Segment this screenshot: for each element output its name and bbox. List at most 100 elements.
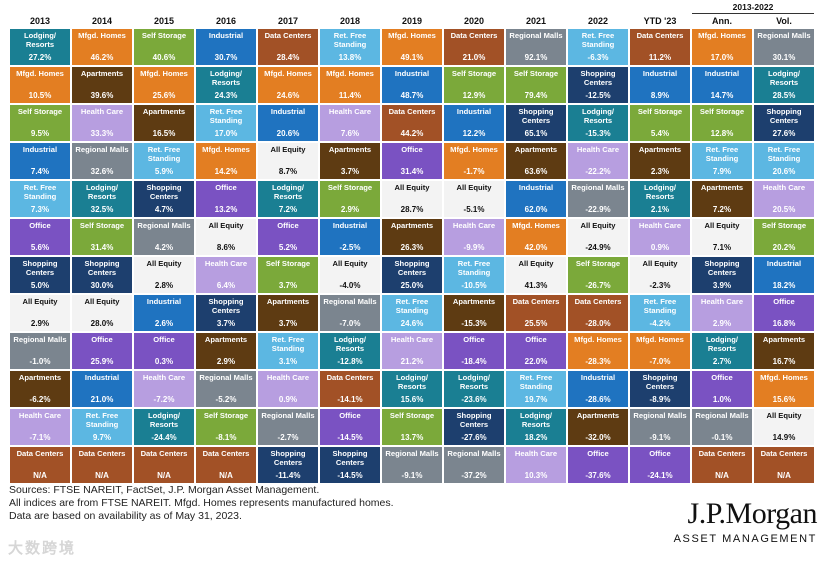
cell-sector-name: Ret. Free Standing — [147, 145, 181, 163]
cell-sector-name: Industrial — [146, 297, 182, 306]
table-cell: Data Centers 11.2% — [630, 29, 690, 65]
cell-sector-name: All Equity — [146, 259, 182, 268]
cell-return-value: 7.2% — [278, 205, 298, 214]
table-cell: All Equity 8.7% — [258, 143, 318, 179]
footer-notes: Sources: FTSE NAREIT, FactSet, J.P. Morg… — [9, 484, 394, 523]
cell-sector-name: Apartments — [390, 221, 434, 230]
table-cell: All Equity 28.0% — [72, 295, 132, 331]
cell-sector-name: Health Care — [80, 107, 124, 116]
cell-sector-name: Data Centers — [450, 31, 498, 40]
cell-return-value: 3.9% — [712, 281, 732, 290]
cell-sector-name: Industrial — [332, 221, 368, 230]
group-header-rule — [692, 13, 814, 14]
cell-sector-name: Industrial — [84, 373, 120, 382]
cell-sector-name: Mfgd. Homes — [140, 69, 188, 78]
column-header: 2013 — [29, 16, 51, 26]
table-cell: Lodging/ Resorts 15.6% — [382, 371, 442, 407]
cell-return-value: 19.7% — [524, 395, 548, 404]
table-cell: All Equity 14.9% — [754, 409, 814, 445]
table-cell: Health Care 21.2% — [382, 333, 442, 369]
cell-return-value: 2.6% — [154, 319, 174, 328]
cell-return-value: -7.2% — [153, 395, 175, 404]
table-cell: Mfgd. Homes -7.0% — [630, 333, 690, 369]
cell-return-value: -4.0% — [339, 281, 361, 290]
cell-return-value: 27.2% — [28, 53, 52, 62]
cell-sector-name: Health Care — [576, 145, 620, 154]
cell-return-value: 44.2% — [400, 129, 424, 138]
table-cell: All Equity 2.8% — [134, 257, 194, 293]
table-cell: Data Centers -14.1% — [320, 371, 380, 407]
cell-sector-name: Ret. Free Standing — [209, 107, 243, 125]
table-cell: Lodging/ Resorts 28.5% — [754, 67, 814, 103]
cell-return-value: 63.6% — [524, 167, 548, 176]
table-cell: Shopping Centers -8.9% — [630, 371, 690, 407]
table-cell: Apartments 2.3% — [630, 143, 690, 179]
cell-sector-name: Mfgd. Homes — [326, 69, 374, 78]
cell-sector-name: Regional Malls — [199, 373, 253, 382]
cell-return-value: 8.6% — [216, 243, 236, 252]
watermark: 大数跨境 — [8, 540, 77, 557]
table-cell: Apartments 26.3% — [382, 219, 442, 255]
table-cell: Shopping Centers 27.6% — [754, 105, 814, 141]
cell-return-value: 12.2% — [462, 129, 486, 138]
table-cell: Ret. Free Standing 17.0% — [196, 105, 256, 141]
cell-sector-name: Apartments — [204, 335, 248, 344]
cell-sector-name: Office — [153, 335, 175, 344]
column-header: Ann. — [712, 16, 732, 26]
table-cell: Health Care 7.6% — [320, 105, 380, 141]
table-cell: All Equity -24.9% — [568, 219, 628, 255]
cell-return-value: 12.9% — [462, 91, 486, 100]
cell-sector-name: Regional Malls — [633, 411, 687, 420]
cell-return-value: 14.2% — [214, 167, 238, 176]
table-cell: Self Storage -26.7% — [568, 257, 628, 293]
cell-return-value: -2.3% — [649, 281, 671, 290]
cell-return-value: 32.5% — [90, 205, 114, 214]
cell-return-value: -2.7% — [277, 433, 299, 442]
table-cell: Industrial -28.6% — [568, 371, 628, 407]
cell-sector-name: Apartments — [266, 297, 310, 306]
table-cell: Regional Malls -22.9% — [568, 181, 628, 217]
cell-sector-name: Apartments — [142, 107, 186, 116]
cell-sector-name: Industrial — [642, 69, 678, 78]
table-cell: Office -14.5% — [320, 409, 380, 445]
cell-return-value: 2.9% — [340, 205, 360, 214]
cell-sector-name: All Equity — [22, 297, 58, 306]
cell-return-value: 25.5% — [524, 319, 548, 328]
cell-sector-name: Office — [29, 221, 51, 230]
table-cell: Health Care 33.3% — [72, 105, 132, 141]
cell-sector-name: Mfgd. Homes — [698, 31, 746, 40]
cell-sector-name: Apartments — [762, 335, 806, 344]
table-cell: Lodging/ Resorts -24.4% — [134, 409, 194, 445]
cell-return-value: N/A — [157, 471, 171, 480]
table-cell: Regional Malls -0.1% — [692, 409, 752, 445]
table-cell: Mfgd. Homes 14.2% — [196, 143, 256, 179]
table-cell: Mfgd. Homes 24.6% — [258, 67, 318, 103]
cell-sector-name: Regional Malls — [757, 31, 811, 40]
table-cell: Self Storage -8.1% — [196, 409, 256, 445]
cell-sector-name: All Equity — [766, 411, 802, 420]
cell-sector-name: Shopping Centers — [394, 259, 430, 277]
table-cell: Industrial 48.7% — [382, 67, 442, 103]
footer-indices-note: All indices are from FTSE NAREIT. Mfgd. … — [9, 497, 394, 509]
cell-sector-name: Apartments — [452, 297, 496, 306]
cell-return-value: 2.3% — [650, 167, 670, 176]
table-cell: Shopping Centers -11.4% — [258, 447, 318, 483]
table-cell: Self Storage 5.4% — [630, 105, 690, 141]
cell-sector-name: Shopping Centers — [580, 69, 616, 87]
table-cell: All Equity 8.6% — [196, 219, 256, 255]
cell-sector-name: Ret. Free Standing — [767, 145, 801, 163]
table-cell: Ret. Free Standing 9.7% — [72, 409, 132, 445]
cell-sector-name: Regional Malls — [261, 411, 315, 420]
cell-sector-name: Apartments — [514, 145, 558, 154]
cell-return-value: 3.7% — [216, 319, 236, 328]
cell-sector-name: Shopping Centers — [146, 183, 182, 201]
table-cell: Data Centers N/A — [692, 447, 752, 483]
cell-sector-name: Lodging/ Resorts — [767, 69, 801, 87]
cell-sector-name: Mfgd. Homes — [760, 373, 808, 382]
table-cell: Ret. Free Standing 7.9% — [692, 143, 752, 179]
cell-return-value: -28.6% — [585, 395, 611, 404]
cell-return-value: -7.0% — [649, 357, 671, 366]
table-cell: Lodging/ Resorts -12.8% — [320, 333, 380, 369]
cell-return-value: -6.2% — [29, 395, 51, 404]
table-cell: Shopping Centers -14.5% — [320, 447, 380, 483]
